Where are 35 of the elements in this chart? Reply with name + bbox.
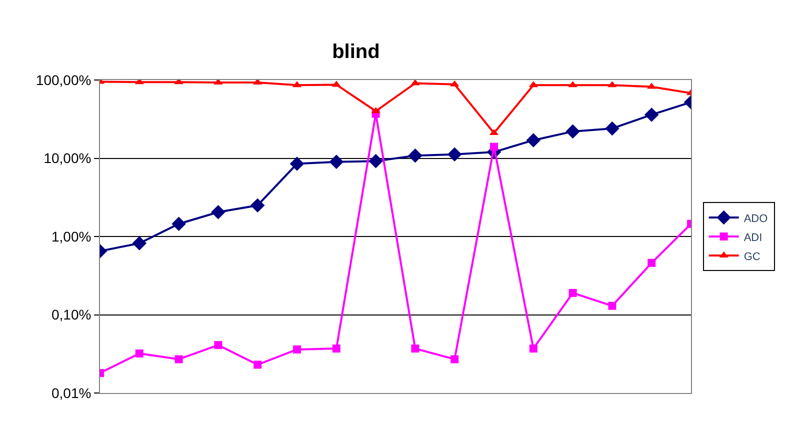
point: [526, 133, 541, 148]
point: [132, 236, 147, 250]
point: [211, 204, 226, 220]
point: [214, 341, 222, 350]
point: [529, 344, 538, 353]
y-tick-label: 100,00%: [36, 72, 92, 88]
point: [290, 156, 304, 171]
point: [644, 108, 659, 122]
legend-label: GC: [744, 250, 760, 263]
point: [411, 344, 420, 353]
point: [450, 355, 459, 364]
point: [490, 142, 498, 151]
y-tick-label: 0,10%: [51, 306, 92, 323]
y-tick-label: 0,01%: [51, 384, 92, 401]
legend-label: ADI: [744, 232, 762, 244]
point: [608, 302, 616, 310]
point: [408, 148, 422, 163]
point: [250, 198, 265, 213]
point: [332, 344, 340, 353]
legend-label: ADO: [744, 212, 768, 225]
y-tick-label: 1,00%: [51, 228, 92, 244]
point: [447, 147, 462, 162]
point: [566, 124, 580, 139]
point: [135, 349, 144, 358]
point: [254, 360, 262, 369]
point: [605, 121, 620, 136]
point: [648, 258, 656, 267]
point: [174, 355, 183, 364]
y-tick-label: 10,00%: [44, 150, 92, 166]
point: [568, 288, 577, 297]
point: [172, 216, 186, 232]
point: [293, 345, 301, 354]
point: [368, 154, 383, 168]
point: [329, 154, 344, 169]
chart-title: blind: [332, 40, 380, 63]
